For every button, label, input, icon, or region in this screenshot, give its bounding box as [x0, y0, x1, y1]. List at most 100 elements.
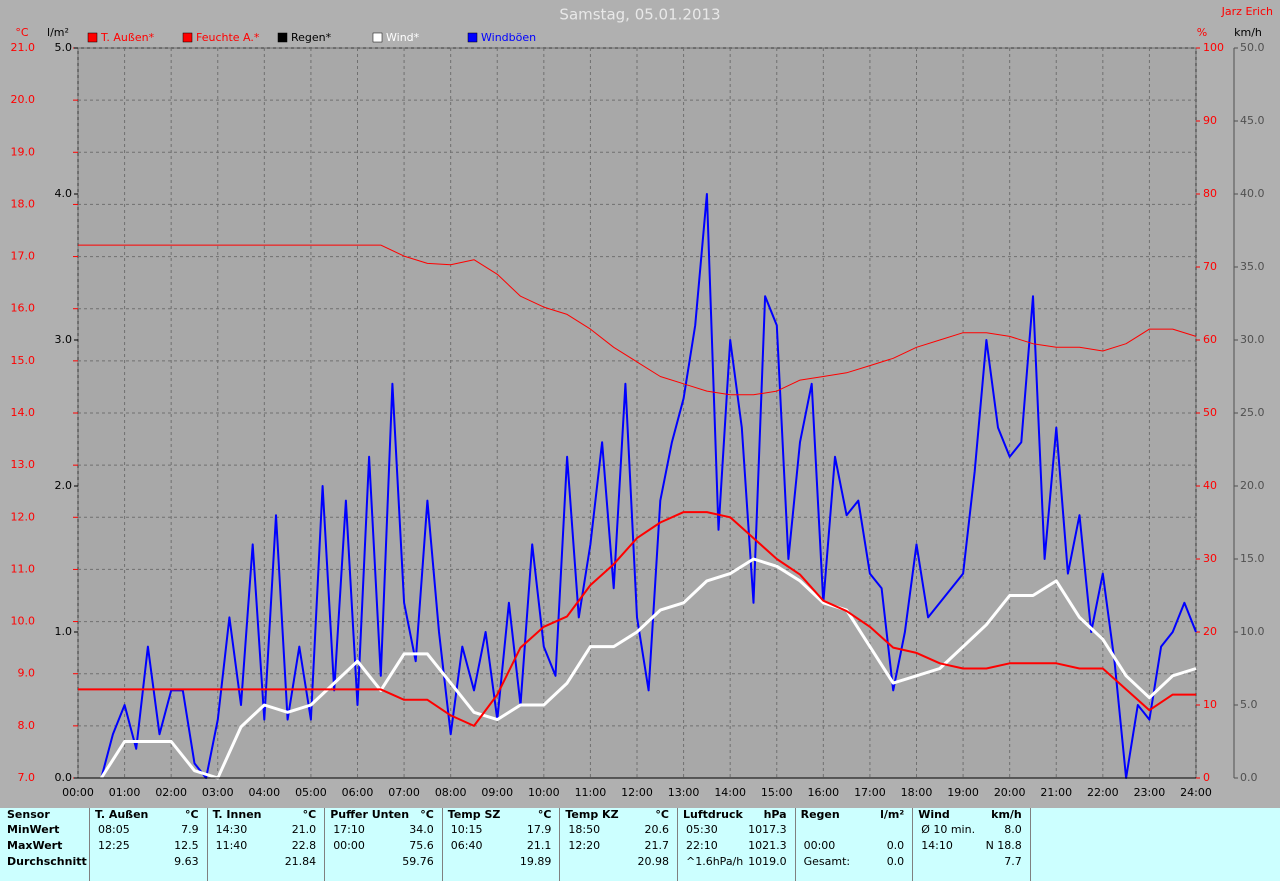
legend-swatch — [182, 32, 193, 43]
y-tick-label: 90 — [1203, 114, 1217, 127]
y3-axis-unit: km/h — [1234, 26, 1262, 39]
value-cell: 21.1 — [526, 839, 552, 852]
legend-label: Wind* — [386, 31, 420, 44]
sensor-group: Wind km/h Ø 10 min. 8.0 14:10 N 18.8 7.7 — [913, 808, 1031, 881]
y-tick-label: 8.0 — [18, 719, 36, 732]
y-tick-label: 40 — [1203, 479, 1217, 492]
value-cell: 8.0 — [1004, 823, 1022, 836]
column-name: Wind — [918, 808, 950, 821]
column-unit: °C — [655, 808, 669, 821]
legend-swatch — [467, 32, 478, 43]
time-cell: 10:15 — [450, 823, 483, 836]
x-tick-label: 20:00 — [994, 786, 1026, 799]
value-cell: 21.84 — [284, 855, 317, 868]
table-header: Sensor — [7, 808, 50, 821]
time-cell: 18:50 — [568, 823, 601, 836]
y-tick-label: 35.0 — [1240, 260, 1265, 273]
sensor-group: Regen l/m² 00:00 0.0 Gesamt: 0.0 — [796, 808, 914, 881]
column-unit: °C — [302, 808, 317, 821]
legend-swatch — [277, 32, 288, 43]
column-name: Regen — [800, 808, 840, 821]
y-tick-label: 20.0 — [11, 93, 36, 106]
legend-swatch — [87, 32, 98, 43]
y-tick-label: 11.0 — [11, 562, 36, 575]
time-cell: 12:25 — [98, 839, 130, 852]
value-cell: 12.5 — [174, 839, 199, 852]
value-cell: 20.6 — [644, 823, 669, 836]
x-tick-label: 02:00 — [155, 786, 187, 799]
legend-label: T. Außen* — [100, 31, 155, 44]
x-tick-label: 03:00 — [202, 786, 234, 799]
y-tick-label: 9.0 — [18, 667, 36, 680]
y-tick-label: 2.0 — [55, 479, 73, 492]
y2-axis-unit: % — [1197, 26, 1207, 39]
column-name: Temp KZ — [565, 808, 619, 821]
time-cell: ^1.6hPa/h — [686, 855, 744, 868]
time-cell: 00:00 — [333, 839, 365, 852]
series-line — [78, 244, 1197, 396]
series-line — [78, 511, 1196, 727]
summary-table: Sensor MinWert MaxWert Durchschnitt T. Außen… — [0, 808, 1280, 881]
x-tick-label: 23:00 — [1134, 786, 1166, 799]
y-tick-label: 80 — [1203, 187, 1217, 200]
column-name: Puffer Unten — [330, 808, 410, 821]
x-tick-label: 15:00 — [761, 786, 793, 799]
y-tick-label: 14.0 — [11, 406, 36, 419]
column-name: Temp SZ — [447, 808, 501, 821]
x-tick-label: 01:00 — [109, 786, 141, 799]
sensor-group: Luftdruck hPa 05:30 1017.3 22:10 1021.3 ^1.6hP… — [678, 808, 796, 881]
value-cell: 34.0 — [409, 823, 434, 836]
value-cell: N 18.8 — [985, 839, 1022, 852]
column-unit: hPa — [763, 808, 787, 821]
x-tick-label: 09:00 — [481, 786, 513, 799]
x-tick-label: 19:00 — [947, 786, 979, 799]
x-tick-label: 21:00 — [1040, 786, 1072, 799]
column-name: Luftdruck — [683, 808, 743, 821]
x-tick-label: 18:00 — [901, 786, 933, 799]
series-line — [100, 193, 1197, 779]
time-cell: 12:20 — [568, 839, 601, 852]
value-cell: 9.63 — [174, 855, 199, 868]
value-cell: 20.98 — [637, 855, 669, 868]
column-unit: °C — [537, 808, 552, 821]
value-cell: 0.0 — [886, 839, 905, 852]
y-tick-label: 40.0 — [1240, 187, 1265, 200]
x-tick-label: 14:00 — [714, 786, 746, 799]
value-cell: 1021.3 — [748, 839, 787, 852]
x-tick-label: 05:00 — [295, 786, 327, 799]
y-tick-label: 50 — [1203, 406, 1217, 419]
time-cell: 05:30 — [686, 823, 718, 836]
x-tick-label: 10:00 — [528, 786, 560, 799]
y-tick-label: 1.0 — [55, 625, 73, 638]
y-tick-label: 21.0 — [11, 41, 36, 54]
author: Jarz Erich — [1221, 5, 1273, 18]
value-cell: 21.0 — [291, 823, 317, 836]
legend-label: Feuchte A.* — [196, 31, 260, 44]
legend-swatch — [372, 32, 383, 43]
value-cell: 59.76 — [402, 855, 434, 868]
time-cell: 17:10 — [333, 823, 365, 836]
time-cell: 00:00 — [803, 839, 836, 852]
column-name: T. Innen — [212, 808, 262, 821]
y-tick-label: 20 — [1203, 625, 1217, 638]
y-tick-label: 12.0 — [11, 510, 36, 523]
sensor-group: Temp SZ °C 10:15 17.9 06:40 21.1 19.89 — [443, 808, 561, 881]
time-cell: 11:40 — [215, 839, 248, 852]
x-tick-label: 08:00 — [435, 786, 467, 799]
value-cell: 21.7 — [644, 839, 669, 852]
value-cell: 17.9 — [526, 823, 552, 836]
sensor-group: T. Außen °C 08:05 7.9 12:25 12.5 9.63 — [90, 808, 208, 881]
y-tick-label: 15.0 — [11, 354, 36, 367]
x-tick-label: 13:00 — [668, 786, 700, 799]
value-cell: 19.89 — [519, 855, 552, 868]
y-tick-label: 30 — [1203, 552, 1217, 565]
time-cell: 06:40 — [450, 839, 483, 852]
y-tick-label: 50.0 — [1240, 41, 1265, 54]
column-unit: °C — [420, 808, 434, 821]
y-tick-label: 0 — [1203, 771, 1210, 784]
y-tick-label: 20.0 — [1240, 479, 1265, 492]
row-label: MinWert — [7, 823, 60, 836]
x-tick-label: 00:00 — [62, 786, 94, 799]
sensor-group: Temp KZ °C 18:50 20.6 12:20 21.7 20.98 — [560, 808, 678, 881]
